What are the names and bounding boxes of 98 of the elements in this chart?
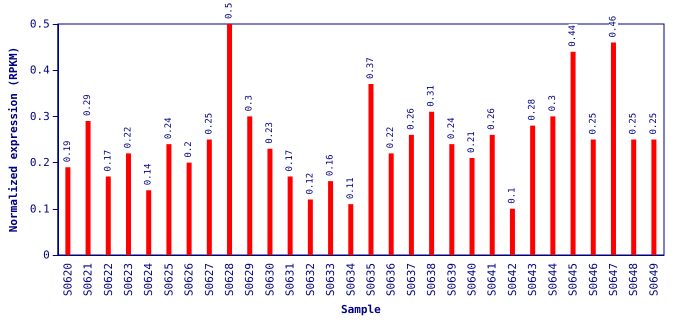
data-label: 0.28 <box>528 98 538 121</box>
x-tick-label: S0633 <box>324 262 338 296</box>
bar <box>490 134 495 255</box>
bar <box>86 121 91 255</box>
data-label: 0.44 <box>568 25 578 47</box>
data-label: 0.37 <box>366 57 376 80</box>
x-tick-label: S0622 <box>102 262 115 296</box>
bar <box>227 24 232 255</box>
bar <box>368 84 374 255</box>
data-label: 0.26 <box>406 108 416 130</box>
data-label: 0.3 <box>548 95 558 112</box>
data-label: 0.14 <box>144 164 154 186</box>
data-label: 0.11 <box>346 177 356 200</box>
bar <box>106 176 111 255</box>
x-tick-label: S0621 <box>82 262 95 296</box>
data-label: 0.12 <box>305 172 316 195</box>
bar <box>610 42 616 255</box>
bar <box>267 148 272 255</box>
bar <box>470 158 475 255</box>
data-label: 0.24 <box>164 117 174 140</box>
y-axis-title: Normalized expression (RPKM) <box>7 46 20 232</box>
x-tick-label: S0649 <box>647 262 660 296</box>
data-label: 0.22 <box>386 126 396 148</box>
x-tick-label: S0644 <box>546 262 560 296</box>
data-label: 0.25 <box>204 112 214 134</box>
x-tick-label: S0646 <box>586 262 600 296</box>
x-tick-label: S0637 <box>404 262 418 296</box>
x-tick-label: S0630 <box>263 262 276 296</box>
data-label: 0.24 <box>446 117 457 140</box>
bar <box>348 204 354 255</box>
bar <box>146 190 152 255</box>
bar <box>186 162 192 255</box>
y-tick-label: 0.3 <box>30 110 50 123</box>
bar <box>126 153 131 255</box>
x-tick-label: S0642 <box>506 262 519 296</box>
data-label: 0.1 <box>507 188 518 204</box>
y-tick-label: 0.1 <box>30 202 50 216</box>
bar <box>570 52 576 255</box>
x-tick-label: S0639 <box>445 262 458 296</box>
x-tick-label: S0634 <box>344 262 358 296</box>
bar <box>206 139 212 255</box>
bar <box>288 176 293 255</box>
data-label: 0.25 <box>648 112 659 134</box>
data-label: 0.17 <box>103 150 114 172</box>
bar <box>631 139 636 255</box>
bar <box>408 134 414 255</box>
bar <box>429 112 434 255</box>
data-label: 0.22 <box>123 126 134 148</box>
y-tick-label: 0.4 <box>30 64 50 77</box>
x-tick-label: S0638 <box>425 262 438 296</box>
data-label: 0.25 <box>588 112 598 134</box>
bar <box>65 167 70 255</box>
x-tick-label: S0620 <box>61 262 74 296</box>
x-tick-label: S0647 <box>606 262 620 296</box>
data-label: 0.29 <box>83 94 94 116</box>
data-label: 0.46 <box>608 16 618 38</box>
x-tick-label: S0631 <box>284 262 297 296</box>
y-tick-label: 0 <box>43 248 50 262</box>
bar <box>590 139 596 255</box>
data-label: 0.3 <box>244 95 255 112</box>
data-label: 0.2 <box>184 141 194 158</box>
bar <box>449 144 454 255</box>
x-tick-label: S0627 <box>202 262 216 296</box>
bar <box>550 116 556 255</box>
data-label: 0.21 <box>467 131 478 153</box>
bar <box>166 144 172 255</box>
bar <box>510 208 515 255</box>
data-label: 0.5 <box>224 2 235 19</box>
x-tick-label: S0629 <box>243 262 256 296</box>
bar <box>651 139 656 255</box>
data-label: 0.16 <box>326 154 336 176</box>
data-label: 0.23 <box>264 122 275 144</box>
data-label: 0.19 <box>62 140 73 162</box>
data-label: 0.17 <box>285 150 296 172</box>
x-axis-title: Sample <box>341 303 382 316</box>
data-label: 0.31 <box>426 85 437 107</box>
x-tick-label: S0628 <box>223 262 236 296</box>
x-tick-label: S0626 <box>182 262 196 296</box>
y-tick-label: 0.5 <box>30 18 50 30</box>
bar <box>308 200 313 255</box>
x-tick-label: S0636 <box>384 262 398 296</box>
x-tick-label: S0641 <box>486 262 499 296</box>
data-label: 0.25 <box>628 112 639 134</box>
x-tick-label: S0623 <box>122 262 135 296</box>
x-tick-label: S0624 <box>142 262 156 296</box>
x-tick-label: S0648 <box>627 262 640 296</box>
x-tick-label: S0645 <box>566 262 580 296</box>
x-tick-label: S0640 <box>466 262 479 296</box>
y-tick-label: 0.2 <box>30 156 50 170</box>
x-tick-label: S0643 <box>526 262 540 296</box>
data-label: 0.26 <box>487 108 498 130</box>
bar <box>530 126 536 255</box>
bar <box>388 153 394 255</box>
x-tick-label: S0632 <box>304 262 317 296</box>
bar <box>247 116 252 255</box>
x-tick-label: S0625 <box>162 262 176 296</box>
bar <box>328 181 334 255</box>
x-tick-label: S0635 <box>364 262 378 296</box>
